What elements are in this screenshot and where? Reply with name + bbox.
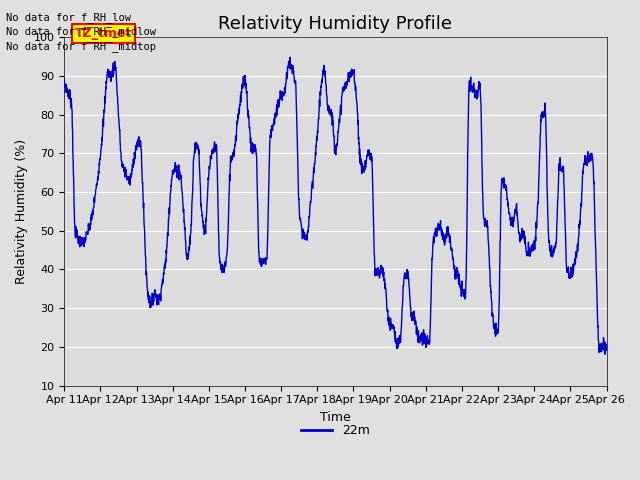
Y-axis label: Relativity Humidity (%): Relativity Humidity (%) <box>15 139 28 284</box>
Text: No data for f̅RH̅_midlow: No data for f̅RH̅_midlow <box>6 26 156 37</box>
X-axis label: Time: Time <box>320 411 351 424</box>
Text: No data for f_RH_low: No data for f_RH_low <box>6 12 131 23</box>
Title: Relativity Humidity Profile: Relativity Humidity Profile <box>218 15 452 33</box>
Text: No data for f̅RH̅_midtop: No data for f̅RH̅_midtop <box>6 41 156 52</box>
Text: TZ_tmet: TZ_tmet <box>75 27 132 40</box>
Legend: 22m: 22m <box>296 419 375 442</box>
